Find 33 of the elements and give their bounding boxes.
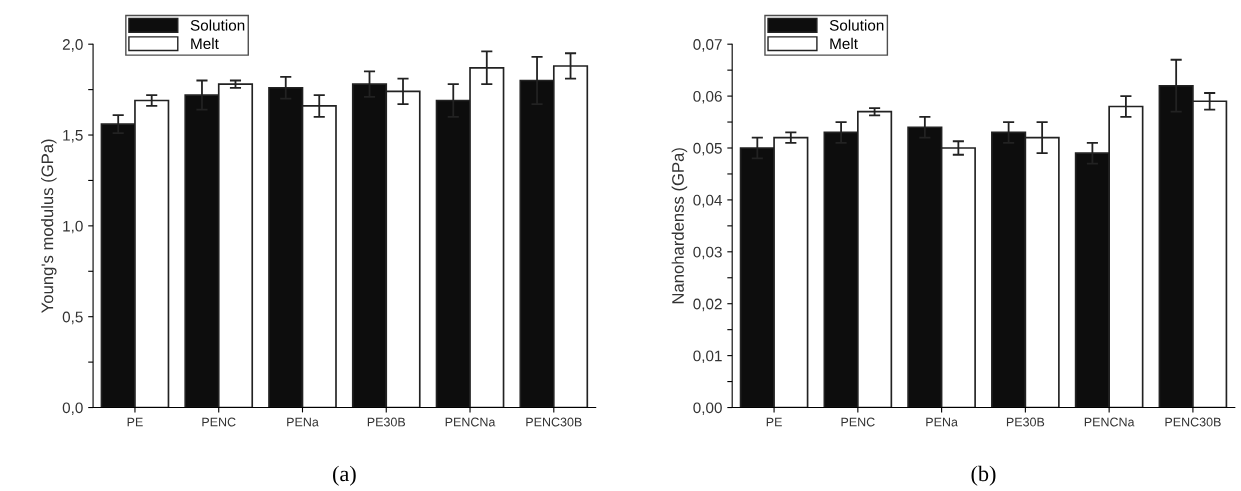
y-tick-label: 0,05 bbox=[693, 142, 722, 156]
y-tick-label: 0,0 bbox=[62, 402, 83, 416]
legend-label: Solution bbox=[829, 19, 884, 31]
y-tick-label: 1,5 bbox=[63, 130, 83, 143]
y-tick-label: 1,0 bbox=[63, 220, 83, 234]
y-tick-label: 0,5 bbox=[62, 311, 83, 325]
y-tick-label: 2,0 bbox=[62, 39, 83, 52]
x-tick-label: PE bbox=[127, 417, 143, 427]
x-tick-label: PENCNa bbox=[445, 417, 496, 427]
y-tick-label: 0,07 bbox=[693, 39, 722, 52]
text: (a) bbox=[333, 465, 356, 486]
x-tick-label: PE30B bbox=[367, 417, 406, 427]
legend-label: Melt bbox=[830, 37, 858, 50]
y-tick-label: 0,01 bbox=[693, 350, 722, 364]
x-tick-label: PE30B bbox=[1006, 417, 1045, 427]
legend-label: Melt bbox=[191, 37, 219, 50]
y-tick-label: 0,03 bbox=[693, 246, 722, 260]
y-tick-label: 0,00 bbox=[693, 402, 722, 416]
x-tick-label: PE bbox=[766, 417, 782, 427]
text: (b) bbox=[971, 465, 996, 486]
y-axis-title: Young's modulus (GPa) bbox=[41, 139, 57, 313]
y-tick-label: 0,04 bbox=[693, 194, 723, 208]
y-tick-label: 0,02 bbox=[693, 298, 722, 312]
y-axis-title: Nanohardenss (GPa) bbox=[671, 148, 688, 304]
x-tick-label: PENC30B bbox=[1165, 417, 1221, 427]
x-tick-label: PENC bbox=[841, 417, 875, 427]
legend-label: Solution bbox=[190, 19, 245, 31]
x-tick-label: PENC bbox=[202, 417, 236, 427]
x-tick-label: PENC30B bbox=[526, 417, 582, 427]
x-tick-label: PENCNa bbox=[1084, 417, 1135, 427]
x-tick-label: PENa bbox=[926, 417, 958, 427]
x-tick-label: PENa bbox=[287, 417, 319, 427]
y-tick-label: 0,06 bbox=[693, 90, 722, 104]
